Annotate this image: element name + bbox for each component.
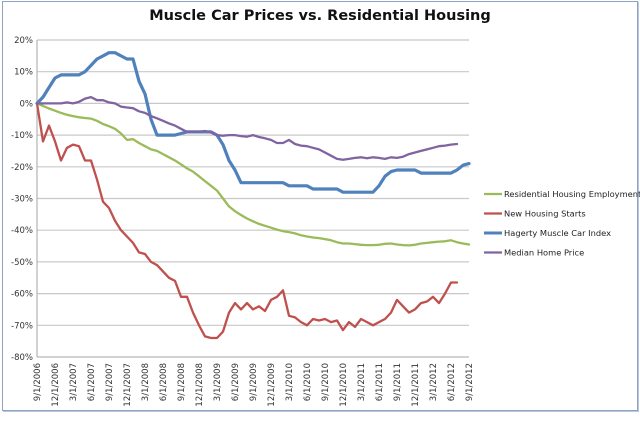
y-tick-label: 20% [14,36,33,46]
y-tick-label: -10% [11,131,33,141]
y-tick-label: -30% [11,195,33,205]
x-tick-label: 6/1/2008 [159,363,169,401]
series-line-hagerty-muscle-car-index [35,51,471,194]
y-tick-label: -70% [11,321,33,331]
x-axis-ticks: 9/1/2006 12/1/2006 3/1/2007 6/1/2007 9/1/200… [33,363,475,407]
series-line-residential-housing-employment [35,102,471,247]
x-tick-label: 9/1/2006 [33,363,43,401]
x-tick-label: 6/1/2010 [303,363,313,401]
legend-label: Median Home Price [504,248,584,258]
gridlines [37,39,469,326]
chart-title: Muscle Car Prices vs. Residential Housin… [149,8,491,24]
x-tick-label: 12/1/2010 [339,363,349,407]
x-tick-label: 9/1/2007 [105,363,115,401]
x-tick-label: 9/1/2012 [465,363,475,401]
y-tick-label: -20% [11,163,33,173]
x-tick-label: 3/1/2012 [429,363,439,401]
x-tick-label: 3/1/2008 [141,363,151,401]
x-tick-label: 3/1/2010 [285,363,295,401]
x-tick-label: 9/1/2008 [177,363,187,401]
x-tick-label: 12/1/2009 [267,363,277,407]
x-tick-label: 3/1/2007 [69,363,79,401]
x-tick-label: 9/1/2010 [321,363,331,401]
x-tick-label: 3/1/2009 [213,363,223,401]
y-tick-label: -50% [11,258,33,268]
x-tick-label: 6/1/2007 [87,363,97,401]
x-tick-label: 3/1/2011 [357,363,367,401]
x-tick-label: 9/1/2011 [393,363,403,401]
legend-label: New Housing Starts [504,209,586,219]
x-tick-label: 6/1/2011 [375,363,385,401]
x-tick-label: 12/1/2011 [411,363,421,407]
x-tick-label: 9/1/2009 [249,363,259,401]
y-tick-label: -80% [11,353,33,363]
series-line-median-home-price [35,95,459,161]
series-line-new-housing-starts [35,102,459,340]
y-tick-label: -40% [11,226,33,236]
x-tick-label: 6/1/2012 [447,363,457,401]
y-tick-label: 10% [14,68,33,78]
axes [36,40,469,358]
y-axis-ticks: 20% 10% 0% -10% -20% -30% -40% -50% -60% -70% -80% [11,36,33,363]
x-tick-label: 12/1/2007 [123,363,133,407]
x-tick-label: 12/1/2008 [195,363,205,407]
legend-label: Residential Housing Employment [504,189,640,199]
series-lines [35,51,471,340]
y-tick-label: -60% [11,290,33,300]
x-tick-label: 12/1/2006 [51,363,61,407]
y-tick-label: 0% [20,99,34,109]
legend: Residential Housing Employment New Housin… [484,189,640,258]
legend-label: Hagerty Muscle Car Index [504,228,611,238]
x-tick-label: 6/1/2009 [231,363,241,401]
